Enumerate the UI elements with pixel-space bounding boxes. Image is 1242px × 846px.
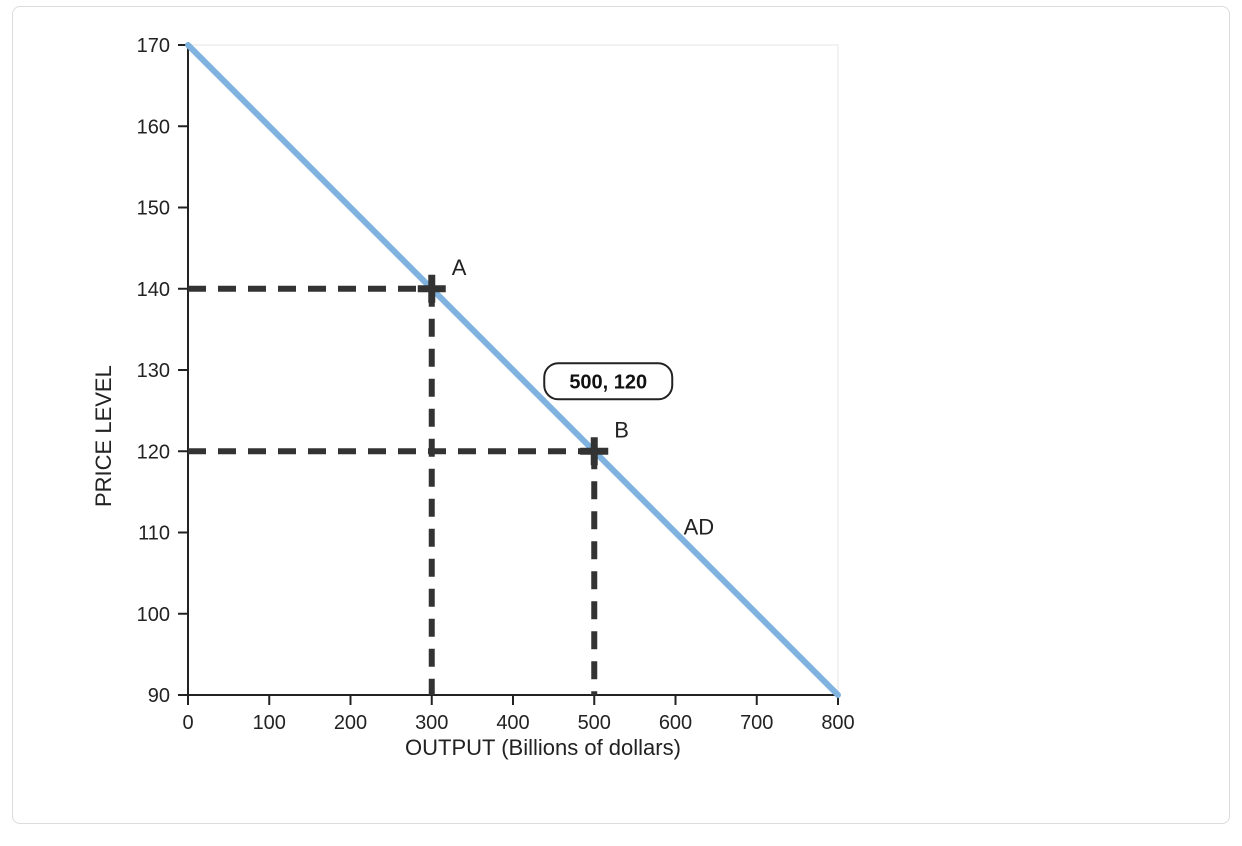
y-tick-label: 130 — [137, 360, 170, 382]
tooltip: 500, 120 — [544, 363, 672, 399]
x-tick-label: 700 — [740, 712, 773, 734]
x-tick-label: 100 — [253, 712, 286, 734]
x-tick-label: 600 — [659, 712, 692, 734]
ad-chart-svg: 90 100 110 120 130 140 150 160 170 0 100 200 300 400 5… — [53, 23, 953, 783]
y-tick-label: 90 — [148, 685, 170, 707]
y-tick-label: 100 — [137, 604, 170, 626]
chart-card: PRICE LEVEL 9010011012013014015016017001… — [12, 6, 1230, 824]
y-tick-label: 170 — [137, 35, 170, 57]
y-tick-label: 150 — [137, 198, 170, 220]
y-tick-label: 110 — [138, 523, 170, 545]
ad-line-label: AD — [684, 515, 715, 540]
x-tick-label: 800 — [821, 712, 854, 734]
point-label-a: A — [452, 255, 467, 280]
y-tick-label: 140 — [137, 279, 170, 301]
ad-line — [188, 45, 838, 695]
y-tick-label: 160 — [137, 116, 170, 138]
point-label-b: B — [614, 417, 629, 442]
x-tick-label: 0 — [182, 712, 193, 734]
x-tick-label: 300 — [415, 712, 448, 734]
x-tick-label: 400 — [496, 712, 529, 734]
x-tick-label: 200 — [334, 712, 367, 734]
y-tick-label: 120 — [137, 441, 170, 463]
chart-area: 90 100 110 120 130 140 150 160 170 0 100 200 300 400 5… — [53, 23, 953, 783]
svg-text:500, 120: 500, 120 — [569, 371, 647, 393]
x-tick-label: 500 — [578, 712, 611, 734]
x-axis-label: OUTPUT (Billions of dollars) — [343, 735, 743, 761]
